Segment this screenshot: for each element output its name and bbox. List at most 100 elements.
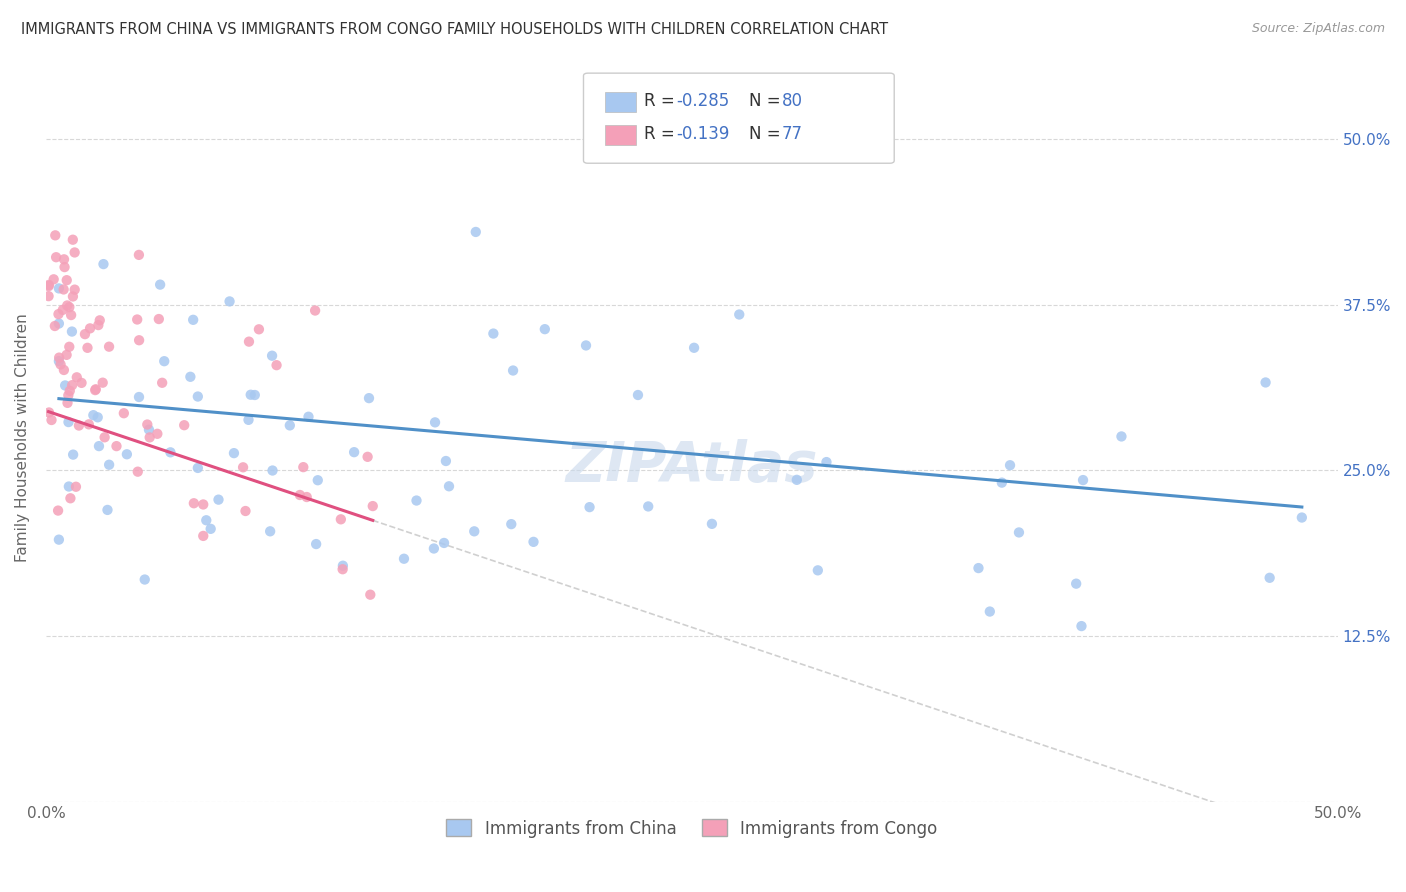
Point	[67, 418, 90, 433]
Point	[1111, 429, 1133, 443]
Point	[53, 252, 76, 267]
Point	[262, 463, 284, 477]
Point	[127, 465, 149, 479]
Point	[53, 260, 76, 274]
Point	[1064, 576, 1087, 591]
Point	[295, 490, 318, 504]
Point	[361, 499, 384, 513]
Point	[627, 388, 650, 402]
Point	[112, 406, 135, 420]
Point	[998, 458, 1021, 473]
Point	[1258, 571, 1281, 585]
Point	[207, 492, 229, 507]
Point	[63, 283, 86, 297]
Point	[222, 446, 245, 460]
Point	[356, 450, 378, 464]
Text: IMMIGRANTS FROM CHINA VS IMMIGRANTS FROM CONGO FAMILY HOUSEHOLDS WITH CHILDREN C: IMMIGRANTS FROM CHINA VS IMMIGRANTS FROM…	[21, 22, 889, 37]
Point	[232, 460, 254, 475]
Point	[238, 413, 260, 427]
Point	[38, 405, 60, 419]
Point	[392, 551, 415, 566]
Point	[1070, 619, 1092, 633]
Point	[127, 312, 149, 326]
Point	[329, 512, 352, 526]
Point	[128, 390, 150, 404]
Text: R =: R =	[644, 125, 681, 143]
Point	[98, 458, 121, 472]
Point	[181, 313, 204, 327]
Point	[79, 321, 101, 335]
Point	[105, 439, 128, 453]
Point	[58, 340, 80, 354]
Point	[48, 354, 70, 368]
Point	[82, 408, 104, 422]
Point	[138, 430, 160, 444]
Point	[575, 338, 598, 352]
Point	[62, 289, 84, 303]
Point	[700, 516, 723, 531]
Point	[991, 475, 1014, 490]
Point	[77, 417, 100, 432]
Point	[87, 318, 110, 332]
Point	[200, 522, 222, 536]
Point	[115, 447, 138, 461]
Point	[193, 529, 215, 543]
Point	[93, 430, 115, 444]
Point	[56, 396, 79, 410]
Point	[502, 363, 524, 377]
Point	[62, 233, 84, 247]
Text: R =: R =	[644, 92, 681, 110]
Point	[148, 312, 170, 326]
Point	[138, 423, 160, 437]
Text: 80: 80	[782, 92, 803, 110]
Point	[979, 605, 1001, 619]
Point	[55, 273, 77, 287]
Point	[44, 228, 66, 243]
Point	[45, 250, 67, 264]
Point	[128, 333, 150, 347]
Point	[1008, 525, 1031, 540]
Point	[262, 349, 284, 363]
Point	[786, 473, 808, 487]
Point	[48, 351, 70, 365]
Point	[332, 558, 354, 573]
Point	[815, 455, 838, 469]
Point	[84, 383, 107, 397]
Point	[297, 409, 319, 424]
Point	[56, 298, 79, 312]
Point	[533, 322, 555, 336]
Point	[86, 410, 108, 425]
Point	[60, 308, 83, 322]
Point	[1071, 473, 1094, 487]
Point	[304, 303, 326, 318]
Point	[96, 503, 118, 517]
Point	[423, 541, 446, 556]
Point	[146, 426, 169, 441]
Point	[87, 439, 110, 453]
Point	[41, 413, 63, 427]
Point	[89, 313, 111, 327]
Point	[463, 524, 485, 539]
Legend: Immigrants from China, Immigrants from Congo: Immigrants from China, Immigrants from C…	[440, 813, 943, 844]
Point	[60, 378, 83, 392]
Point	[65, 480, 87, 494]
Point	[93, 257, 115, 271]
Point	[153, 354, 176, 368]
Point	[38, 289, 60, 303]
Point	[437, 479, 460, 493]
Point	[134, 573, 156, 587]
Point	[1254, 376, 1277, 390]
Point	[967, 561, 990, 575]
Point	[55, 348, 77, 362]
Point	[58, 388, 80, 402]
Point	[63, 245, 86, 260]
Point	[305, 537, 328, 551]
Point	[159, 445, 181, 459]
Point	[66, 370, 89, 384]
Point	[44, 318, 66, 333]
Point	[259, 524, 281, 539]
Point	[52, 302, 75, 317]
Point	[60, 325, 83, 339]
Point	[501, 517, 523, 532]
Point	[239, 388, 262, 402]
